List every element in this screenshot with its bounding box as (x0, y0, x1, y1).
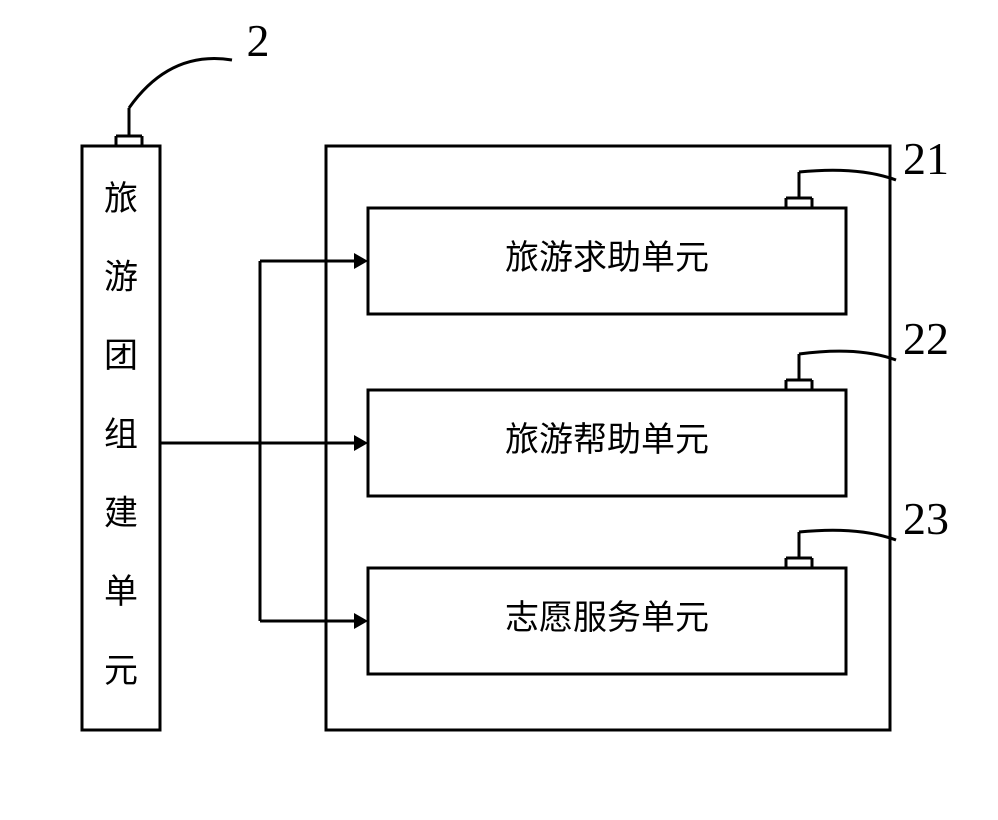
volunteer-service-unit-number: 23 (903, 493, 949, 544)
left-block-char: 团 (104, 338, 138, 375)
travel-assist-unit-number: 22 (903, 313, 949, 364)
left-block-char: 建 (104, 494, 138, 532)
left-block-char: 单 (104, 574, 138, 611)
left-block-char: 组 (104, 416, 138, 454)
left-block-char: 元 (104, 653, 138, 690)
travel-assist-unit-label: 旅游帮助单元 (505, 421, 709, 459)
left-block-number: 2 (247, 15, 270, 66)
travel-help-request-unit-number: 21 (903, 133, 949, 184)
volunteer-service-unit-label: 志愿服务单元 (505, 599, 709, 637)
travel-help-request-unit-label: 旅游求助单元 (505, 239, 709, 277)
left-block-char: 旅 (104, 180, 138, 218)
left-block-char: 游 (104, 258, 138, 296)
